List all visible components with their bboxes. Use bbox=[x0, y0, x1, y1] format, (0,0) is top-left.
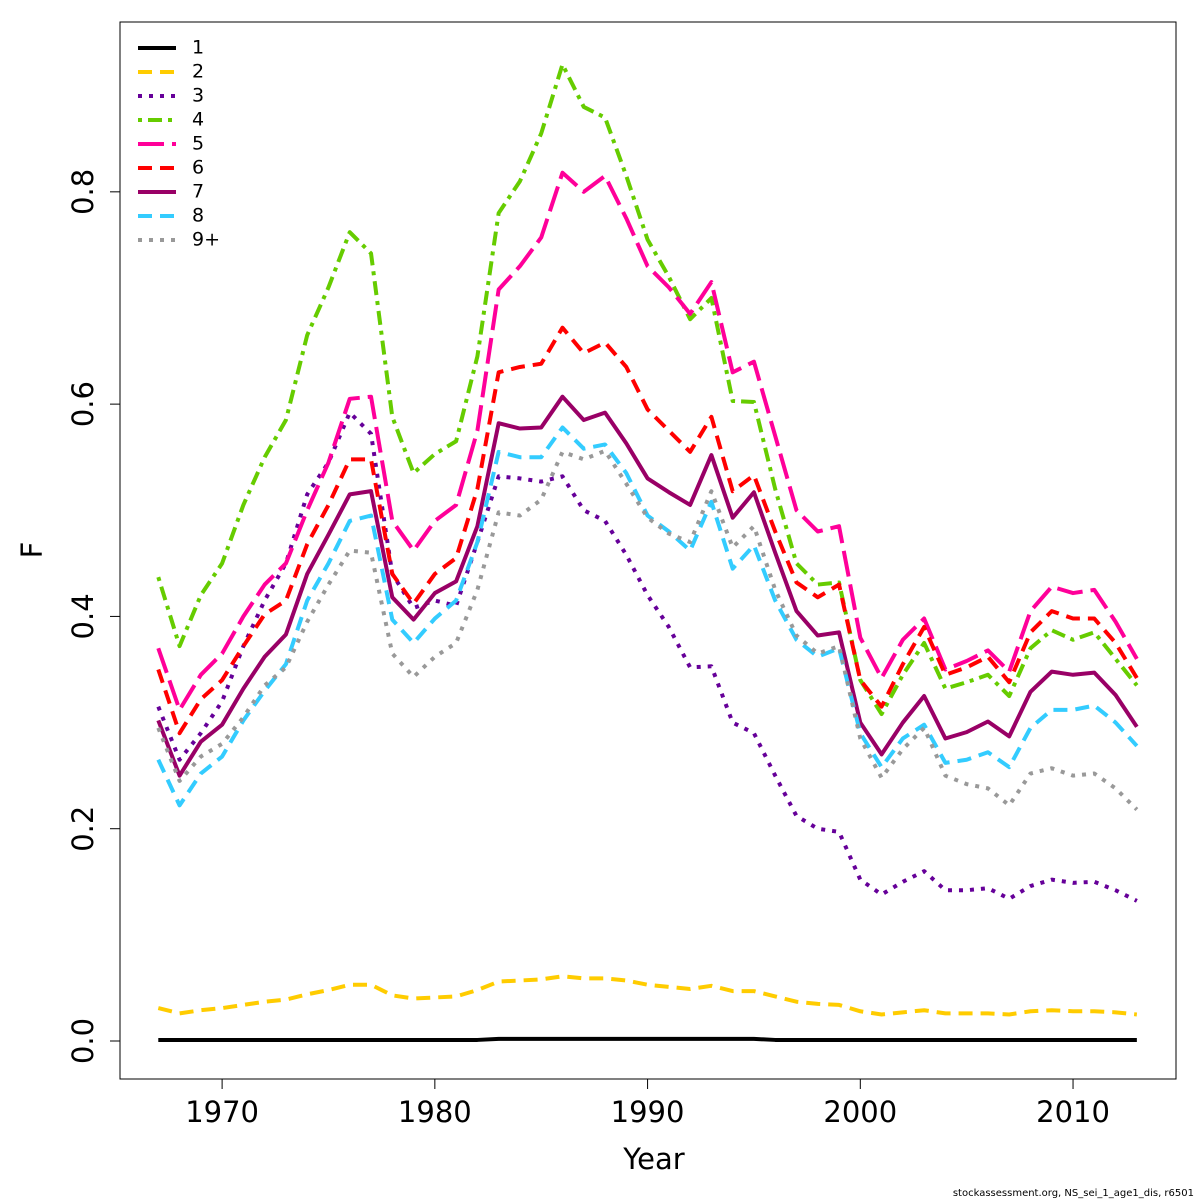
series-line bbox=[156, 325, 1139, 736]
x-tick-label: 2010 bbox=[1036, 1095, 1110, 1129]
series-line bbox=[156, 410, 1138, 903]
x-tick-label: 1990 bbox=[611, 1095, 685, 1129]
y-tick-label: 0.8 bbox=[66, 169, 100, 215]
series-line bbox=[157, 974, 1138, 1017]
series-line bbox=[156, 425, 1139, 808]
series-line bbox=[156, 170, 1139, 712]
y-tick-label: 0.0 bbox=[66, 1018, 100, 1064]
x-tick-label: 1970 bbox=[185, 1095, 259, 1129]
series-line bbox=[158, 1036, 1137, 1042]
y-tick-label: 0.4 bbox=[66, 593, 100, 639]
plot-frame bbox=[119, 21, 1177, 1080]
legend-label: 9+ bbox=[192, 229, 220, 251]
x-tick-label: 1980 bbox=[398, 1095, 472, 1129]
x-tick-label: 2000 bbox=[823, 1095, 897, 1129]
legend-label: 8 bbox=[192, 205, 204, 227]
legend-label: 2 bbox=[192, 61, 204, 83]
y-tick-label: 0.6 bbox=[66, 381, 100, 427]
series-line bbox=[156, 394, 1139, 778]
x-axis-label: Year bbox=[622, 1142, 684, 1176]
legend-label: 1 bbox=[192, 37, 204, 59]
footnote: stockassessment.org, NS_sei_1_age1_dis, … bbox=[953, 1188, 1194, 1199]
legend-label: 4 bbox=[192, 109, 204, 131]
legend-label: 5 bbox=[192, 133, 204, 155]
series-line bbox=[156, 62, 1139, 717]
legend-label: 3 bbox=[192, 85, 204, 107]
y-axis-label: F bbox=[15, 542, 49, 559]
legend-label: 7 bbox=[192, 181, 204, 203]
legend-label: 6 bbox=[192, 157, 204, 179]
y-tick-label: 0.2 bbox=[66, 806, 100, 852]
